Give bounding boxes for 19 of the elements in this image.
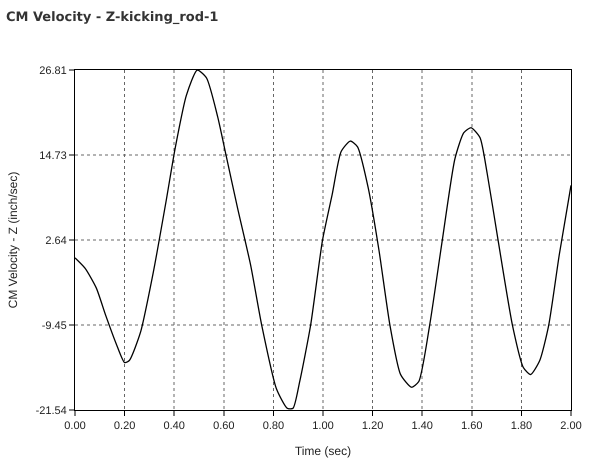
x-tick-label: 0.80 — [262, 420, 284, 432]
x-tick-label: 1.00 — [312, 420, 334, 432]
x-tick-label: 0.60 — [213, 420, 235, 432]
x-tick-label: 1.40 — [411, 420, 433, 432]
y-tick-label: 2.64 — [45, 234, 67, 247]
x-tick-label: 0.40 — [163, 420, 185, 432]
x-tick-label: 2.00 — [560, 420, 582, 432]
x-tick-label: 1.20 — [362, 420, 384, 432]
x-tick-label: 0.00 — [64, 420, 86, 432]
x-tick-label: 1.80 — [510, 420, 532, 432]
chart-title: CM Velocity - Z-kicking_rod-1 — [6, 10, 218, 25]
y-axis-title: CM Velocity - Z (inch/sec) — [6, 172, 20, 308]
x-tick-label: 1.60 — [461, 420, 483, 432]
y-tick-label: -21.54 — [36, 404, 67, 417]
y-tick-label: 26.81 — [39, 64, 67, 77]
x-tick-label: 0.20 — [114, 420, 136, 432]
x-axis-title: Time (sec) — [294, 444, 352, 458]
y-tick-label: -9.45 — [42, 320, 67, 332]
y-tick-label: 14.73 — [39, 150, 67, 162]
